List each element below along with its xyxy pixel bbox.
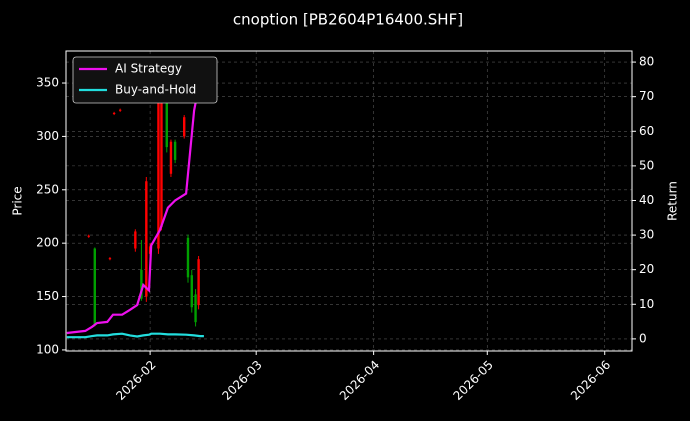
candle-body bbox=[160, 77, 163, 228]
line-series bbox=[66, 332, 204, 339]
y-axis-label: Price bbox=[11, 186, 25, 215]
y2-tick-label: 10 bbox=[639, 297, 654, 311]
legend-label: Buy-and-Hold bbox=[115, 83, 196, 97]
candle-body bbox=[93, 248, 96, 325]
y-tick-label: 300 bbox=[36, 129, 59, 143]
candle-body bbox=[194, 294, 197, 323]
line-series bbox=[66, 61, 205, 335]
candle-body bbox=[165, 88, 168, 148]
candle-body bbox=[173, 141, 177, 160]
y-tick-label: 200 bbox=[36, 236, 59, 250]
y2-tick-label: 60 bbox=[639, 124, 654, 138]
y2-tick-label: 80 bbox=[639, 55, 654, 69]
y2-tick-label: 0 bbox=[639, 331, 647, 345]
plot-frame bbox=[65, 50, 633, 352]
candle-body bbox=[169, 141, 173, 174]
candle-body bbox=[112, 112, 116, 114]
y-tick-label: 150 bbox=[36, 289, 59, 303]
candle-body bbox=[190, 275, 193, 308]
legend-box bbox=[72, 56, 218, 104]
y-tick-label: 100 bbox=[36, 342, 59, 356]
y-tick-label: 350 bbox=[36, 76, 59, 90]
candle-body bbox=[186, 237, 190, 278]
y2-tick-label: 50 bbox=[639, 158, 654, 172]
candle-body bbox=[87, 235, 90, 237]
y2-tick-label: 70 bbox=[639, 89, 654, 103]
candle-body bbox=[183, 117, 186, 137]
candle-body bbox=[157, 99, 160, 249]
chart-title: cnoption [PB2604P16400.SHF] bbox=[233, 11, 463, 29]
candle-body bbox=[145, 181, 148, 297]
y2-tick-label: 40 bbox=[639, 193, 654, 207]
y2-tick-label: 20 bbox=[639, 262, 654, 276]
candle-body bbox=[108, 258, 112, 260]
candle-body bbox=[197, 259, 200, 306]
legend-label: AI Strategy bbox=[115, 62, 182, 76]
y2-tick-label: 30 bbox=[639, 228, 654, 242]
candle-body bbox=[134, 231, 137, 249]
candle-body bbox=[140, 269, 143, 299]
y2-axis-label: Return bbox=[666, 181, 680, 221]
candle-body bbox=[118, 109, 122, 111]
y-tick-label: 250 bbox=[36, 182, 59, 196]
